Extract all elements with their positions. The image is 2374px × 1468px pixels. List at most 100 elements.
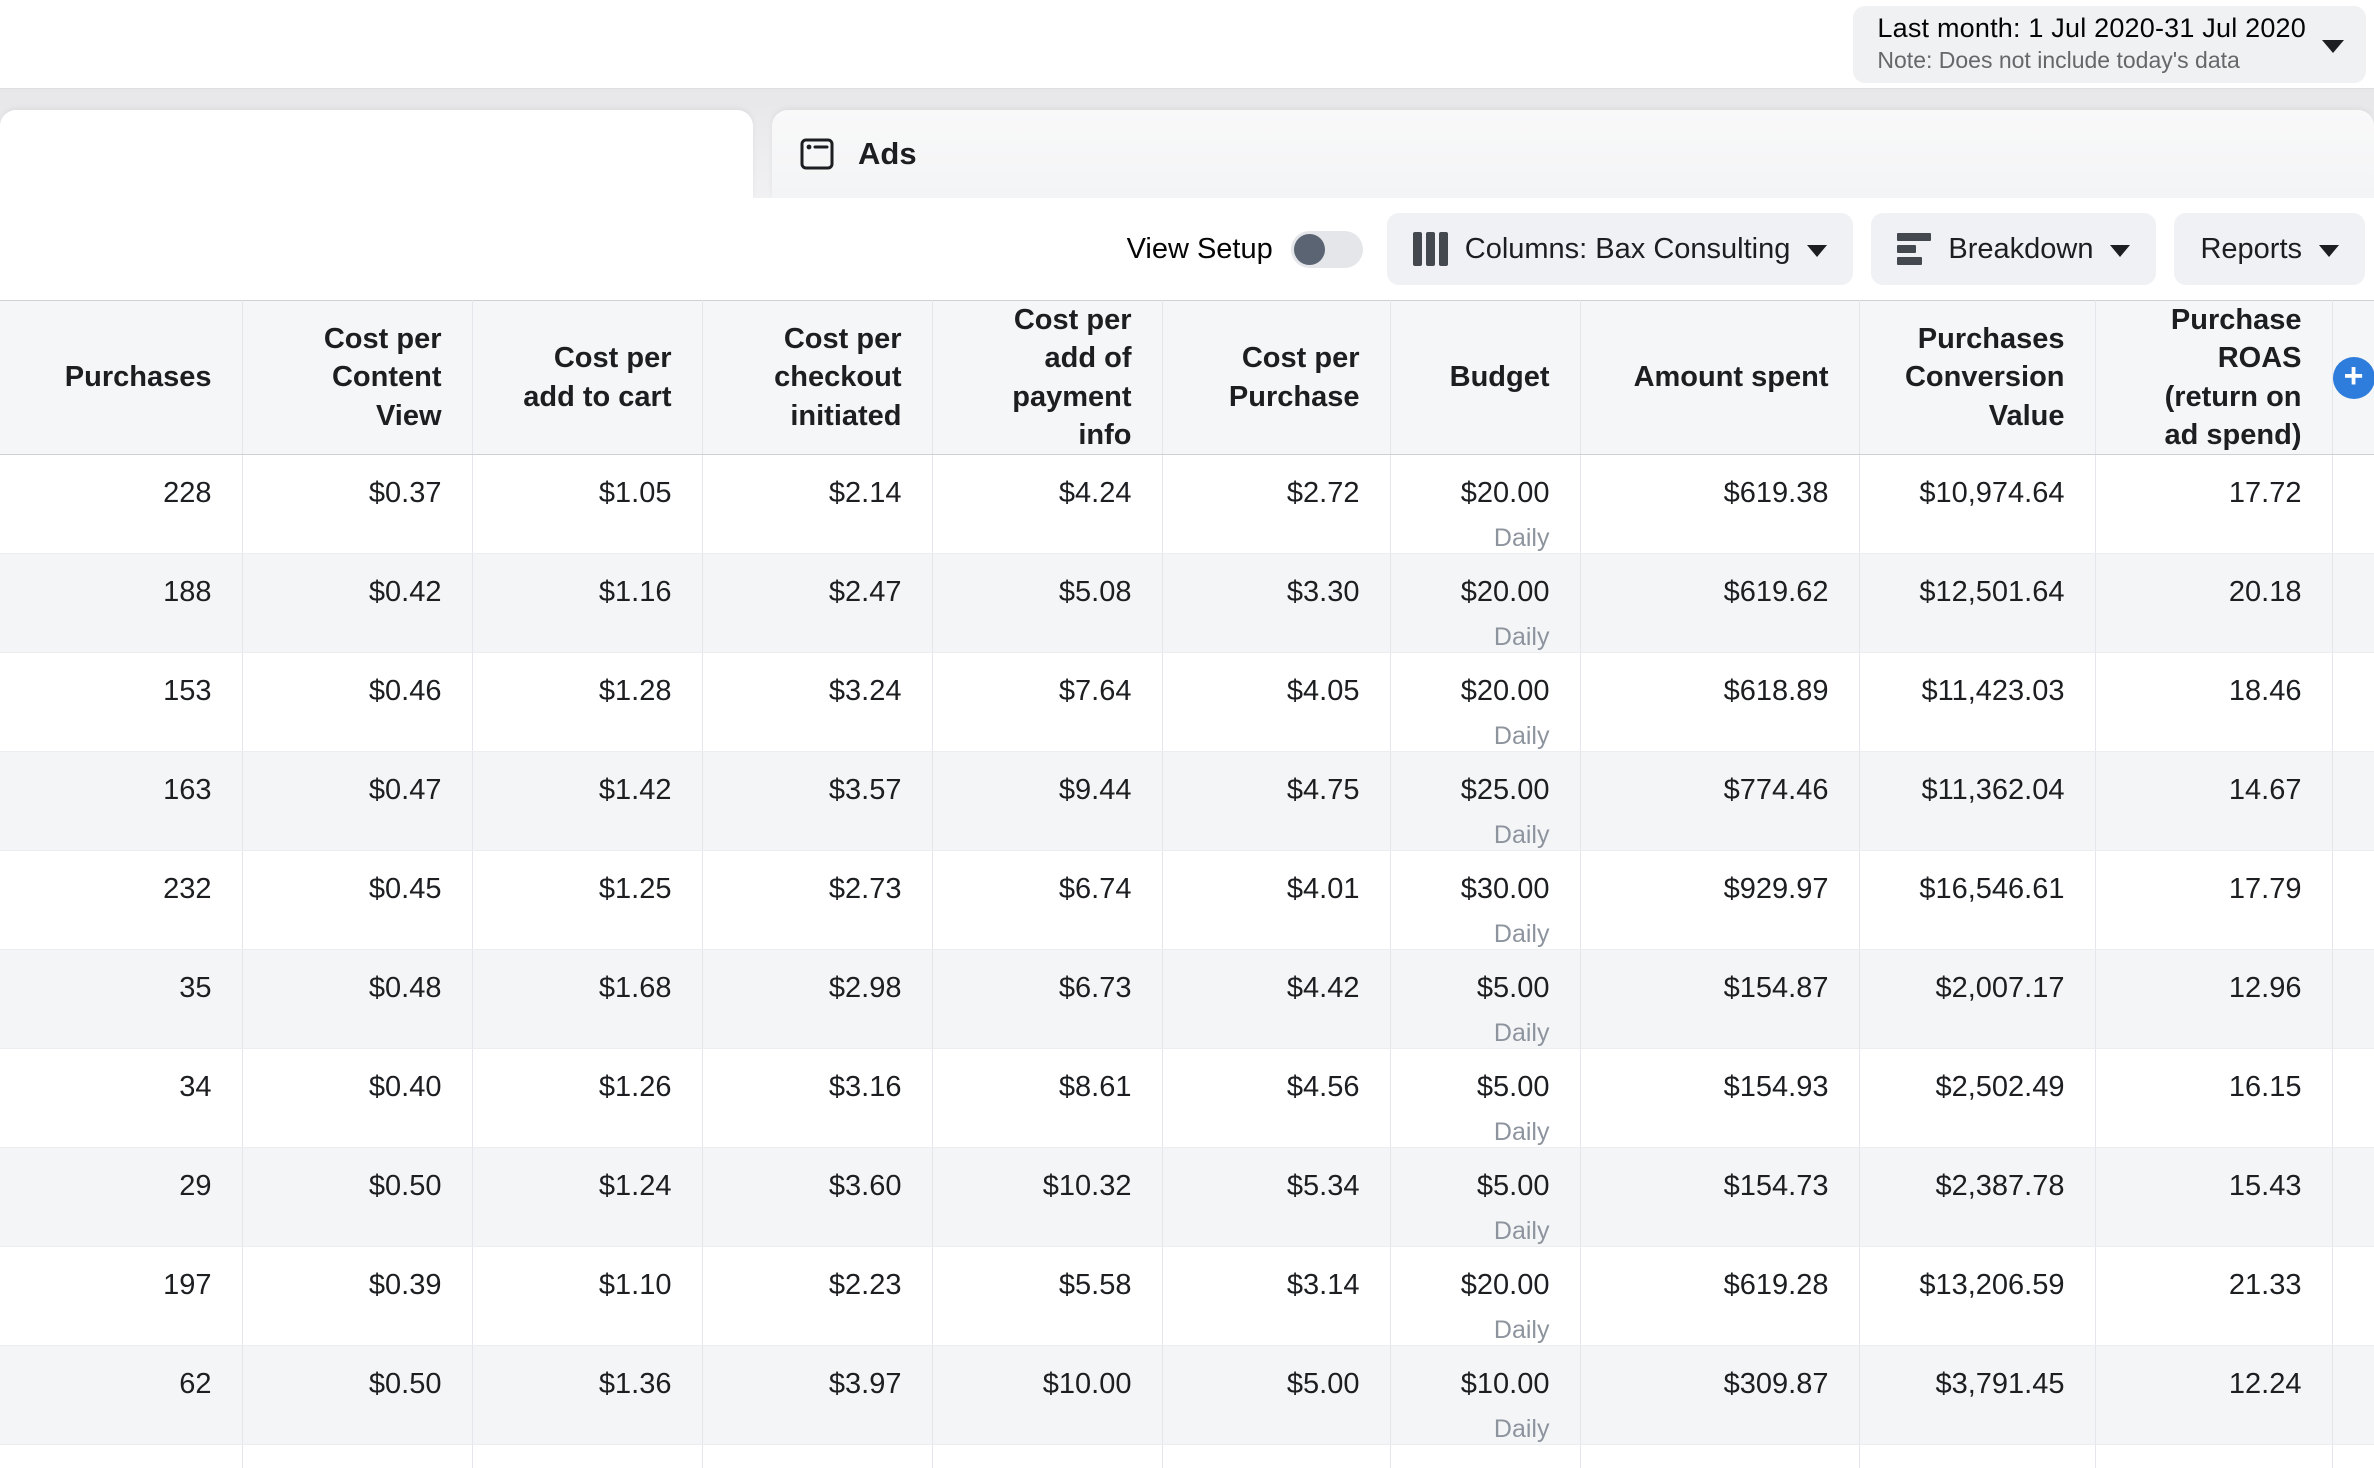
table-cell: $774.46 — [1579, 751, 1859, 852]
table-cell: $10,974.64 — [1858, 454, 2095, 555]
table-cell: $3.97 — [701, 1345, 932, 1446]
table-cell: $154.93 — [1579, 1048, 1859, 1149]
column-header-purchases-conversion-value[interactable]: Purchases Conversion Value — [1858, 300, 2095, 456]
breakdown-button[interactable]: Breakdown — [1871, 213, 2157, 285]
table-cell: $1.28 — [471, 652, 702, 753]
table-cell: $3.30 — [1161, 553, 1390, 654]
table-cell: 29 — [0, 1147, 242, 1248]
column-header-purchases[interactable]: Purchases — [0, 300, 242, 456]
table-cell: $2.47 — [701, 553, 932, 654]
chevron-down-icon — [2319, 244, 2339, 257]
table-cell: $20.00 Daily — [1389, 652, 1580, 753]
table-cell: $11,362.04 — [1858, 751, 2095, 852]
view-setup-toggle[interactable] — [1290, 230, 1363, 268]
table-cell-empty — [2331, 949, 2374, 1050]
reports-button[interactable]: Reports — [2174, 213, 2365, 285]
table-cell: $2,007.17 — [1858, 949, 2095, 1050]
table-row: 228 $0.37 $1.05 $2.14 $4.24 $2.72 $20.00 Daily $… — [0, 454, 2374, 555]
table-row: 197 $0.39 $1.10 $2.23 $5.58 $3.14 $20.00 Daily $… — [0, 1246, 2374, 1347]
table-cell: $16,546.61 — [1858, 850, 2095, 951]
table-cell: $5.00 Daily — [1389, 1147, 1580, 1248]
column-header-cost-per-checkout-initiated[interactable]: Cost per checkout initiated — [701, 300, 932, 456]
table-cell: $1.24 — [471, 1147, 702, 1248]
table-cell: $2.72 — [1161, 454, 1390, 555]
table-cell: 17.72 — [2094, 454, 2332, 555]
budget-type-label: Daily — [1493, 1415, 1550, 1444]
table-cell: $619.38 — [1579, 454, 1859, 555]
table-cell: $3,791.45 — [1858, 1345, 2095, 1446]
table-cell: $5.00 Daily — [1389, 949, 1580, 1050]
table-cell: $0.50 — [241, 1345, 472, 1446]
table-cell: $1.68 — [471, 949, 702, 1050]
table-cell: 15.43 — [2094, 1147, 2332, 1248]
table-row: 29 $0.50 $1.24 $3.60 $10.32 $5.34 $5.00 Daily $1… — [0, 1147, 2374, 1248]
table-cell: $0.45 — [241, 850, 472, 951]
table-cell: $0.50 — [241, 1147, 472, 1248]
table-row: 34 $0.40 $1.26 $3.16 $8.61 $4.56 $5.00 Daily $15… — [0, 1048, 2374, 1149]
table-cell: $3.57 — [701, 751, 932, 852]
table-cell: $5.34 — [1161, 1147, 1390, 1248]
column-header-cost-per-purchase[interactable]: Cost per Purchase — [1161, 300, 1390, 456]
column-header-cost-per-content-view[interactable]: Cost per Content View — [241, 300, 472, 456]
add-column-button[interactable]: + — [2332, 356, 2374, 399]
totals-cell: 3,336Total — [0, 1444, 242, 1468]
table-cell: 62 — [0, 1345, 242, 1446]
budget-type-label: Daily — [1493, 920, 1550, 949]
table-row: 153 $0.46 $1.28 $3.24 $7.64 $4.05 $20.00 Daily $… — [0, 652, 2374, 753]
table-cell: $1.36 — [471, 1345, 702, 1446]
date-range-selector[interactable]: Last month: 1 Jul 2020-31 Jul 2020 Note:… — [1853, 6, 2366, 83]
table-row: 35 $0.48 $1.68 $2.98 $6.73 $4.42 $5.00 Daily $15… — [0, 949, 2374, 1050]
chevron-down-icon — [2110, 244, 2131, 257]
table-cell-empty — [2331, 1048, 2374, 1149]
add-column-header: + — [2331, 300, 2374, 456]
table-cell: $6.73 — [931, 949, 1162, 1050]
table-cell: $3.60 — [701, 1147, 932, 1248]
tab-left-active[interactable] — [0, 110, 753, 198]
date-range-label: Last month: 1 Jul 2020-31 Jul 2020 — [1877, 13, 2306, 43]
table-cell: 16.15 — [2094, 1048, 2332, 1149]
table-cell: $4.42 — [1161, 949, 1390, 1050]
table-cell: $1.42 — [471, 751, 702, 852]
table-cell: 35 — [0, 949, 242, 1050]
table-cell: $10.00 — [931, 1345, 1162, 1446]
table-cell: $5.00 Daily — [1389, 1048, 1580, 1149]
table-cell: $13,206.59 — [1858, 1246, 2095, 1347]
toolbar: View Setup Columns: Bax Consulting Break… — [0, 198, 2374, 300]
table-cell: $4.56 — [1161, 1048, 1390, 1149]
table-cell: 34 — [0, 1048, 242, 1149]
breakdown-icon — [1897, 233, 1932, 265]
table-cell: $5.08 — [931, 553, 1162, 654]
tab-ads[interactable]: Ads — [772, 110, 2374, 198]
table-cell: 163 — [0, 751, 242, 852]
table-cell: $10.32 — [931, 1147, 1162, 1248]
column-header-cost-per-add-of-payment-info[interactable]: Cost per add of payment info — [931, 300, 1162, 456]
column-header-budget[interactable]: Budget — [1389, 300, 1580, 456]
totals-cell-empty — [2331, 1444, 2374, 1468]
table-cell: $1.05 — [471, 454, 702, 555]
table-cell: 228 — [0, 454, 242, 555]
columns-button[interactable]: Columns: Bax Consulting — [1386, 213, 1854, 285]
table-row: 62 $0.50 $1.36 $3.97 $10.00 $5.00 $10.00 Daily $… — [0, 1345, 2374, 1446]
totals-cell: $0.39Per Action — [241, 1444, 472, 1468]
table-cell: $9.44 — [931, 751, 1162, 852]
reports-button-label: Reports — [2200, 232, 2302, 265]
table-cell: $1.26 — [471, 1048, 702, 1149]
ads-window-icon — [800, 138, 834, 170]
totals-cell: $1.10Per Action — [471, 1444, 702, 1468]
table-body: 228 $0.37 $1.05 $2.14 $4.24 $2.72 $20.00 Daily $… — [0, 454, 2374, 1446]
table-cell: $0.37 — [241, 454, 472, 555]
table-cell: $25.00 Daily — [1389, 751, 1580, 852]
table-cell-empty — [2331, 1345, 2374, 1446]
table-cell: $11,423.03 — [1858, 652, 2095, 753]
budget-type-label: Daily — [1493, 1019, 1550, 1048]
column-header-amount-spent[interactable]: Amount spent — [1579, 300, 1859, 456]
column-header-purchase-roas[interactable]: Purchase ROAS (return on ad spend) — [2094, 300, 2332, 456]
table-cell: $2.14 — [701, 454, 932, 555]
table-cell: 153 — [0, 652, 242, 753]
column-header-cost-per-add-to-cart[interactable]: Cost per add to cart — [471, 300, 702, 456]
budget-type-label: Daily — [1493, 821, 1550, 850]
table-row: 188 $0.42 $1.16 $2.47 $5.08 $3.30 $20.00 Daily $… — [0, 553, 2374, 654]
table-cell: 188 — [0, 553, 242, 654]
table-cell: $1.10 — [471, 1246, 702, 1347]
